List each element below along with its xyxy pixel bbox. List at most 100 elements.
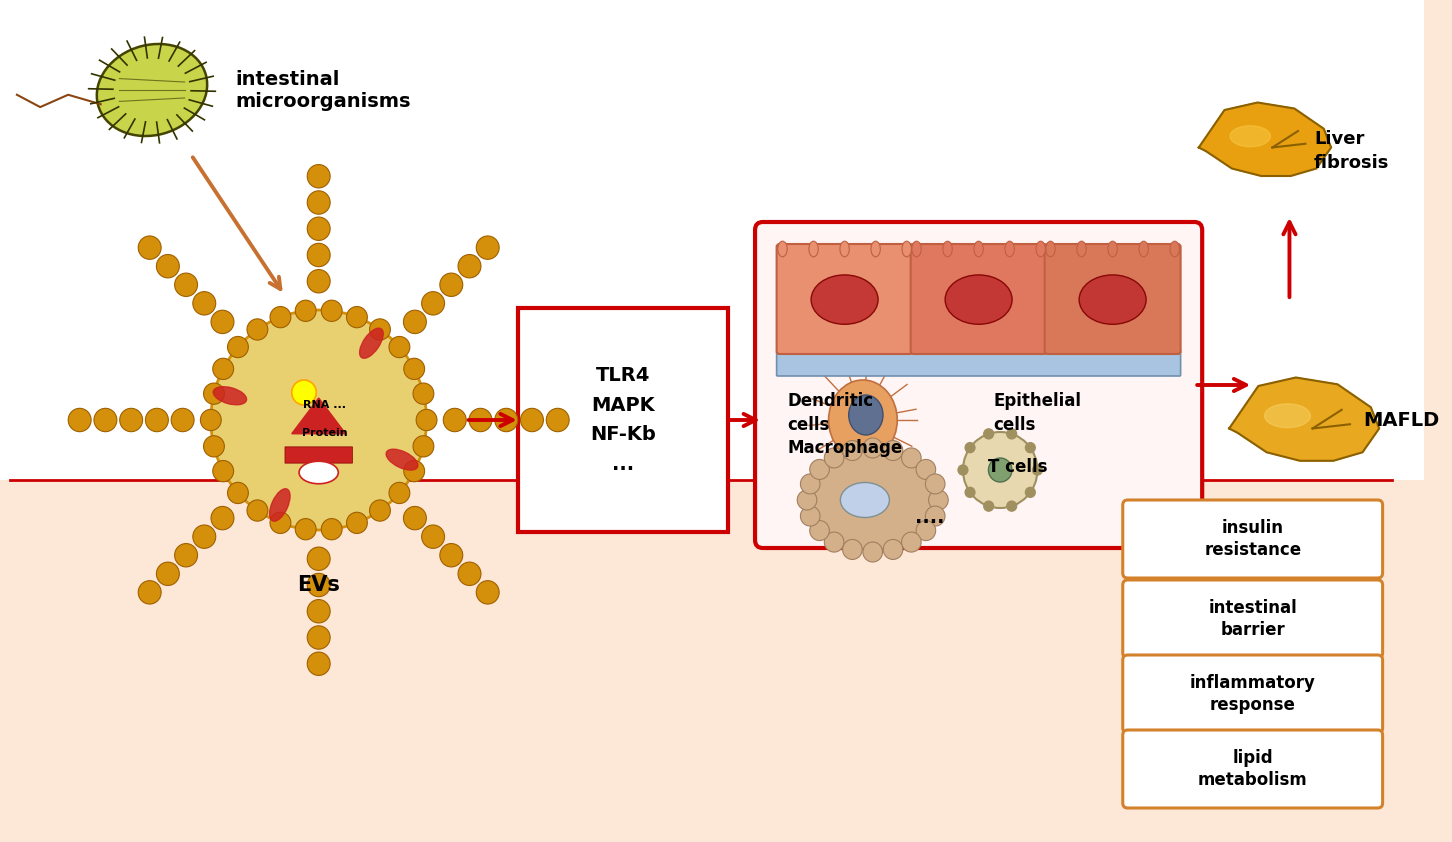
Circle shape bbox=[404, 310, 427, 333]
Circle shape bbox=[421, 291, 444, 315]
Circle shape bbox=[203, 383, 225, 404]
Circle shape bbox=[495, 408, 518, 432]
Ellipse shape bbox=[809, 241, 819, 257]
Circle shape bbox=[412, 435, 434, 457]
Circle shape bbox=[174, 273, 197, 296]
Ellipse shape bbox=[1079, 274, 1146, 324]
Ellipse shape bbox=[1077, 241, 1086, 257]
Circle shape bbox=[1006, 501, 1016, 511]
Ellipse shape bbox=[270, 488, 290, 521]
Ellipse shape bbox=[1108, 241, 1118, 257]
Circle shape bbox=[213, 461, 234, 482]
Circle shape bbox=[417, 409, 437, 430]
Circle shape bbox=[389, 482, 409, 504]
Circle shape bbox=[842, 540, 862, 559]
Circle shape bbox=[457, 254, 481, 278]
Circle shape bbox=[308, 269, 330, 293]
FancyBboxPatch shape bbox=[1122, 500, 1382, 578]
Circle shape bbox=[370, 500, 391, 521]
Circle shape bbox=[321, 301, 343, 322]
FancyBboxPatch shape bbox=[777, 350, 1180, 376]
Text: ....: .... bbox=[915, 508, 944, 527]
Text: RNA ...: RNA ... bbox=[303, 400, 347, 410]
Ellipse shape bbox=[1138, 241, 1149, 257]
Circle shape bbox=[797, 490, 817, 510]
Circle shape bbox=[404, 506, 427, 530]
Ellipse shape bbox=[945, 274, 1012, 324]
Circle shape bbox=[825, 448, 844, 468]
Circle shape bbox=[193, 291, 216, 315]
Circle shape bbox=[984, 429, 993, 439]
Circle shape bbox=[193, 525, 216, 548]
Circle shape bbox=[308, 652, 330, 675]
Circle shape bbox=[958, 465, 968, 475]
Ellipse shape bbox=[386, 449, 418, 470]
Ellipse shape bbox=[812, 274, 878, 324]
Circle shape bbox=[963, 432, 1037, 508]
Circle shape bbox=[308, 191, 330, 214]
Circle shape bbox=[916, 460, 935, 479]
Circle shape bbox=[171, 408, 195, 432]
Text: MAFLD: MAFLD bbox=[1363, 411, 1439, 429]
Text: intestinal
barrier: intestinal barrier bbox=[1208, 599, 1297, 639]
Ellipse shape bbox=[841, 482, 890, 518]
Circle shape bbox=[213, 358, 234, 380]
Ellipse shape bbox=[1230, 125, 1270, 147]
Circle shape bbox=[810, 460, 829, 479]
Ellipse shape bbox=[912, 241, 921, 257]
Ellipse shape bbox=[848, 395, 883, 435]
Circle shape bbox=[412, 383, 434, 404]
Circle shape bbox=[247, 500, 267, 521]
Circle shape bbox=[211, 310, 234, 333]
Circle shape bbox=[308, 547, 330, 570]
Circle shape bbox=[347, 306, 367, 328]
Circle shape bbox=[800, 474, 820, 494]
Circle shape bbox=[321, 519, 343, 540]
Circle shape bbox=[211, 506, 234, 530]
Ellipse shape bbox=[97, 44, 208, 136]
Ellipse shape bbox=[778, 241, 787, 257]
Circle shape bbox=[546, 408, 569, 432]
FancyBboxPatch shape bbox=[1122, 655, 1382, 733]
Circle shape bbox=[476, 236, 499, 259]
Circle shape bbox=[308, 217, 330, 241]
Circle shape bbox=[203, 435, 225, 457]
Circle shape bbox=[902, 448, 921, 468]
Ellipse shape bbox=[942, 241, 953, 257]
Circle shape bbox=[457, 562, 481, 585]
Ellipse shape bbox=[974, 241, 983, 257]
Circle shape bbox=[119, 408, 142, 432]
Circle shape bbox=[174, 544, 197, 567]
Circle shape bbox=[862, 542, 883, 562]
Ellipse shape bbox=[809, 450, 937, 550]
Circle shape bbox=[157, 562, 180, 585]
Circle shape bbox=[138, 236, 161, 259]
Circle shape bbox=[247, 319, 267, 340]
Circle shape bbox=[902, 532, 921, 552]
Ellipse shape bbox=[1170, 241, 1179, 257]
Polygon shape bbox=[292, 398, 346, 434]
Circle shape bbox=[1025, 488, 1035, 498]
Polygon shape bbox=[1230, 377, 1379, 461]
Circle shape bbox=[200, 409, 221, 430]
Text: EVs: EVs bbox=[298, 575, 340, 595]
Circle shape bbox=[883, 440, 903, 461]
Circle shape bbox=[862, 438, 883, 458]
Circle shape bbox=[520, 408, 543, 432]
Text: Dendritic
cells
Macrophage: Dendritic cells Macrophage bbox=[787, 392, 903, 457]
Circle shape bbox=[1025, 443, 1035, 453]
Ellipse shape bbox=[902, 241, 912, 257]
Circle shape bbox=[68, 408, 91, 432]
Ellipse shape bbox=[989, 458, 1012, 482]
Circle shape bbox=[270, 512, 290, 534]
Text: lipid
metabolism: lipid metabolism bbox=[1198, 749, 1308, 789]
Ellipse shape bbox=[829, 380, 897, 460]
Circle shape bbox=[308, 626, 330, 649]
Circle shape bbox=[389, 337, 409, 358]
Circle shape bbox=[421, 525, 444, 548]
Ellipse shape bbox=[839, 241, 849, 257]
Polygon shape bbox=[1199, 103, 1331, 176]
Circle shape bbox=[228, 482, 248, 504]
Circle shape bbox=[347, 512, 367, 534]
Circle shape bbox=[157, 254, 180, 278]
